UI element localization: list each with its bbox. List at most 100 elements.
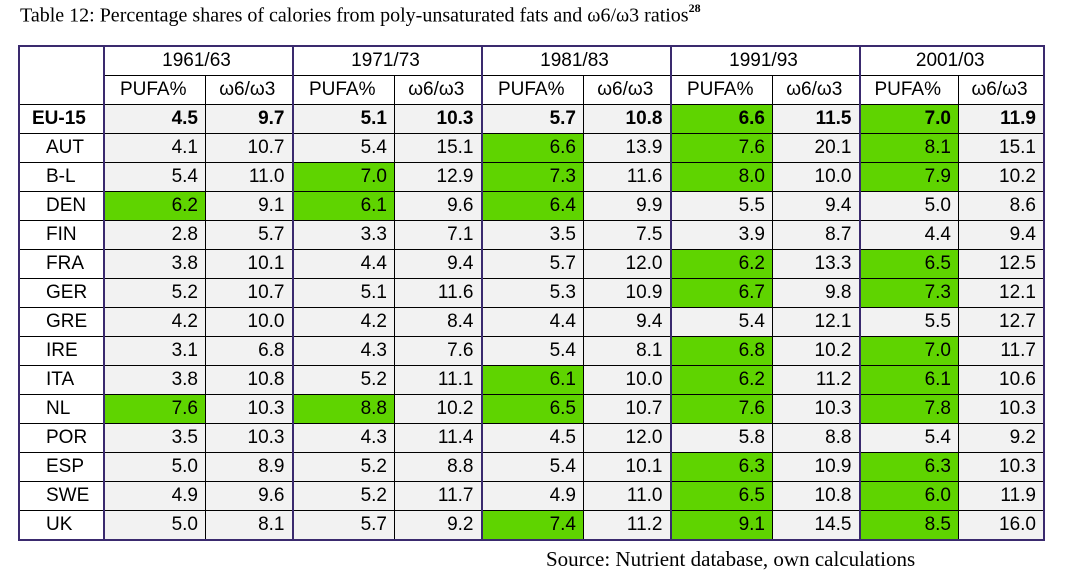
ratio-cell: 13.3 (772, 249, 860, 279)
pufa-cell: 6.6 (669, 104, 773, 134)
ratio-cell: 12.1 (958, 278, 1044, 308)
ratio-cell: 11.6 (583, 162, 671, 192)
ratio-cell: 12.7 (958, 307, 1044, 337)
ratio-cell: 10.0 (583, 365, 671, 395)
period-header: 1961/63 (102, 46, 293, 76)
ratio-cell: 15.1 (394, 133, 482, 163)
pufa-cell: 5.2 (102, 278, 206, 308)
pufa-cell: 6.1 (858, 365, 959, 395)
pufa-cell: 6.2 (669, 365, 773, 395)
pufa-cell: 6.8 (669, 336, 773, 366)
table-row: FIN 2.8 5.7 3.3 7.1 3.5 7.5 3.9 8.7 4.4 9.4 (19, 220, 1044, 250)
pufa-cell: 9.1 (669, 510, 773, 540)
ratio-cell: 9.6 (394, 191, 482, 221)
ratio-cell: 5.7 (205, 220, 293, 250)
ratio-cell: 11.7 (394, 481, 482, 511)
pufa-cell: 5.1 (291, 104, 395, 134)
ratio-cell: 11.0 (583, 481, 671, 511)
ratio-cell: 7.1 (394, 220, 482, 250)
ratio-cell: 10.2 (772, 336, 860, 366)
pufa-cell: 4.9 (102, 481, 206, 511)
pufa-cell: 4.5 (480, 423, 584, 453)
pufa-cell: 6.7 (669, 278, 773, 308)
ratio-cell: 9.2 (958, 423, 1044, 453)
pufa-table: 1961/63 1971/73 1981/83 1991/93 2001/03 PUFA%… (18, 45, 1045, 541)
ratio-cell: 10.1 (205, 249, 293, 279)
ratio-cell: 9.4 (958, 220, 1044, 250)
table-row: UK 5.0 8.1 5.7 9.2 7.4 11.2 9.1 14.5 8.5 16.0 (19, 510, 1044, 540)
table-row: NL 7.6 10.3 8.8 10.2 6.5 10.7 7.6 10.3 7.8 10.3 (19, 394, 1044, 424)
ratio-cell: 10.7 (205, 278, 293, 308)
pufa-cell: 3.8 (102, 365, 206, 395)
ratio-cell: 11.0 (205, 162, 293, 192)
table-body: 1961/63 1971/73 1981/83 1991/93 2001/03 PUFA%… (19, 46, 1044, 540)
table-row: EU-15 4.5 9.7 5.1 10.3 5.7 10.8 6.6 11.5 7.0 11.9 (19, 104, 1044, 134)
pufa-cell: 3.5 (102, 423, 206, 453)
ratio-cell: 10.3 (205, 394, 293, 424)
period-header: 1981/83 (480, 46, 671, 76)
country-label: DEN (19, 191, 104, 221)
ratio-cell: 11.1 (394, 365, 482, 395)
source-note: Source: Nutrient database, own calculati… (546, 547, 916, 571)
pufa-cell: 5.7 (480, 104, 584, 134)
pufa-subheader: PUFA% (480, 75, 584, 105)
pufa-cell: 5.4 (858, 423, 959, 453)
pufa-cell: 5.4 (480, 336, 584, 366)
ratio-cell: 11.4 (394, 423, 482, 453)
pufa-cell: 7.6 (669, 394, 773, 424)
pufa-cell: 4.2 (102, 307, 206, 337)
country-label: FIN (19, 220, 104, 250)
ratio-cell: 8.9 (205, 452, 293, 482)
pufa-cell: 7.0 (858, 336, 959, 366)
pufa-cell: 6.1 (480, 365, 584, 395)
pufa-cell: 4.3 (291, 423, 395, 453)
pufa-cell: 5.7 (291, 510, 395, 540)
table-row: B-L 5.4 11.0 7.0 12.9 7.3 11.6 8.0 10.0 7.9 10.2 (19, 162, 1044, 192)
pufa-cell: 5.4 (102, 162, 206, 192)
ratio-cell: 10.0 (772, 162, 860, 192)
ratio-cell: 8.6 (958, 191, 1044, 221)
pufa-cell: 4.4 (858, 220, 959, 250)
pufa-cell: 6.3 (858, 452, 959, 482)
ratio-cell: 10.3 (958, 452, 1044, 482)
pufa-cell: 6.2 (669, 249, 773, 279)
ratio-subheader: ω6/ω3 (958, 75, 1044, 105)
ratio-cell: 10.0 (205, 307, 293, 337)
pufa-cell: 8.0 (669, 162, 773, 192)
ratio-cell: 8.1 (583, 336, 671, 366)
caption-text: Table 12: Percentage shares of calories … (20, 4, 689, 27)
ratio-cell: 7.6 (394, 336, 482, 366)
ratio-cell: 12.5 (958, 249, 1044, 279)
ratio-cell: 8.4 (394, 307, 482, 337)
pufa-cell: 4.1 (102, 133, 206, 163)
pufa-cell: 5.8 (669, 423, 773, 453)
pufa-cell: 5.3 (480, 278, 584, 308)
table-row: GRE 4.2 10.0 4.2 8.4 4.4 9.4 5.4 12.1 5.5 12.7 (19, 307, 1044, 337)
pufa-cell: 7.3 (480, 162, 584, 192)
ratio-cell: 9.9 (583, 191, 671, 221)
ratio-cell: 11.6 (394, 278, 482, 308)
pufa-cell: 6.1 (291, 191, 395, 221)
table-row: DEN 6.2 9.1 6.1 9.6 6.4 9.9 5.5 9.4 5.0 8.6 (19, 191, 1044, 221)
pufa-cell: 5.4 (669, 307, 773, 337)
country-label: NL (19, 394, 104, 424)
country-label: AUT (19, 133, 104, 163)
ratio-cell: 10.8 (772, 481, 860, 511)
country-label: IRE (19, 336, 104, 366)
ratio-subheader: ω6/ω3 (772, 75, 860, 105)
ratio-cell: 10.1 (583, 452, 671, 482)
period-header: 2001/03 (858, 46, 1044, 76)
pufa-cell: 8.5 (858, 510, 959, 540)
pufa-cell: 7.0 (291, 162, 395, 192)
table-row: GER 5.2 10.7 5.1 11.6 5.3 10.9 6.7 9.8 7.3 12.1 (19, 278, 1044, 308)
ratio-cell: 14.5 (772, 510, 860, 540)
ratio-cell: 10.3 (394, 104, 482, 134)
pufa-cell: 4.4 (291, 249, 395, 279)
pufa-cell: 5.2 (291, 365, 395, 395)
ratio-cell: 10.3 (958, 394, 1044, 424)
ratio-cell: 10.6 (958, 365, 1044, 395)
period-header-row: 1961/63 1971/73 1981/83 1991/93 2001/03 (19, 46, 1044, 105)
pufa-cell: 6.5 (858, 249, 959, 279)
pufa-cell: 3.9 (669, 220, 773, 250)
table-caption: Table 12: Percentage shares of calories … (20, 1, 701, 28)
